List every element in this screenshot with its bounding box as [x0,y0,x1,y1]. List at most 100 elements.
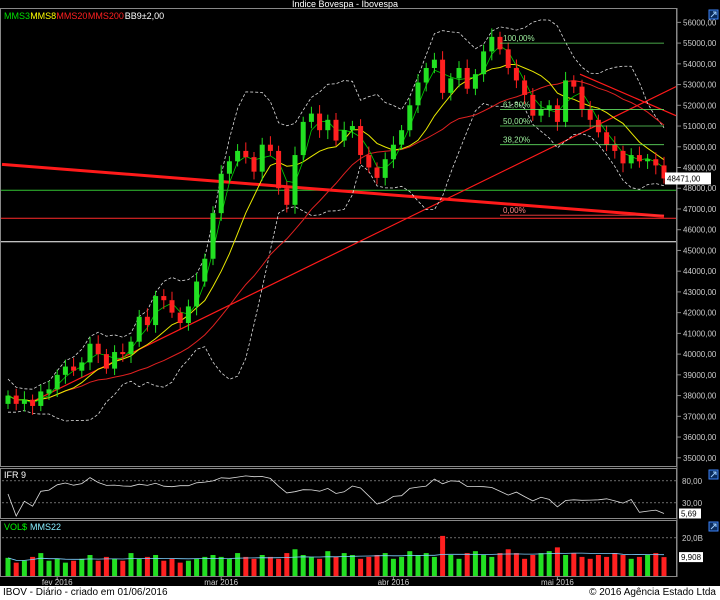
volume-bar [390,558,396,576]
rsi-panel: 80,00 30,005,69 [2,475,703,519]
candle-body [456,67,462,79]
candle-body [620,150,626,164]
candle-body [308,113,314,122]
volume-bar [185,560,191,576]
y-tick-label: 46000,00 [683,226,717,235]
candle-body [431,59,437,68]
candle-body [300,121,306,156]
candle-body [522,80,528,95]
volume-bar [226,558,232,576]
volume-bar [71,560,77,576]
volume-bar [210,555,216,576]
candle-body [103,354,109,369]
candle-body [292,155,298,205]
volume-bar [612,553,618,576]
volume-bar [218,556,224,576]
volume-bar [661,557,667,576]
footer-bar: IBOV - Diário - criado em 01/06/2016 © 2… [0,586,720,600]
candle-body [513,67,519,81]
volume-bar [554,547,560,576]
volume-bar [415,555,421,576]
volume-bar [235,553,241,576]
volume-bar [128,553,134,576]
fib-level-label: 100,00% [503,34,535,43]
candle-body [54,374,60,390]
volume-bar [177,562,183,576]
y-tick-label: 42000,00 [683,309,717,318]
y-tick-label: 47000,00 [683,205,717,214]
downtrend-line [579,73,677,117]
candle-body [653,159,659,166]
volume-bar [431,556,437,576]
y-tick-label: 45000,00 [683,246,717,255]
volume-bar [30,556,36,576]
y-tick-label: 35000,00 [683,454,717,463]
volume-bar [472,551,478,576]
candle-body [538,109,544,116]
volume-bar [628,558,634,576]
x-axis: fev 2016 mar 2016 abr 2016 mai 2016 [42,577,574,587]
y-tick-label: 49000,00 [683,164,717,173]
rsi-title: IFR 9 [4,470,26,480]
candle-body [341,130,347,141]
volume-bar [194,558,200,576]
x-tick-label: mai 2016 [541,578,574,586]
volume-bar [456,558,462,576]
last-price-text: 48471,00 [667,174,701,183]
x-tick-label: fev 2016 [42,578,73,586]
volume-bar [349,555,355,576]
volume-bar [21,560,27,576]
expand-rsi-button[interactable] [708,469,719,480]
volume-bar [366,556,372,576]
candle-body [276,150,282,189]
volume-bar [54,558,60,576]
rsi-last-value: 5,69 [681,509,697,518]
chart-title: Indice Bovespa - Ibovespa [292,0,398,9]
expand-main-button[interactable] [708,9,719,20]
y-tick-label: 50000,00 [683,143,717,152]
candle-body [136,316,142,342]
volume-bar [308,556,314,576]
fib-level-label: 50,00% [503,117,530,126]
candle-body [358,126,364,156]
mms20-line [7,80,665,402]
candle-body [13,395,19,404]
volume-bar [38,553,44,576]
volume-bar [202,556,208,576]
candle-body [38,391,44,406]
footer-right: © 2016 Agência Estado Ltda [589,587,716,598]
candle-body [235,150,241,162]
candle-body [317,113,323,131]
candle-body [464,67,470,89]
long-term-trendline [1,162,665,218]
candle-body [202,258,208,282]
candle-body [645,159,651,162]
vol-ma-label: MMS22 [30,522,61,532]
y-tick-label: 36000,00 [683,433,717,442]
volume-bar [259,555,265,576]
fib-level-label: 0,00% [503,206,526,215]
volume-bar [358,558,364,576]
y-tick-label: 38000,00 [683,392,717,401]
vol-last-value: 9,908 [681,553,702,562]
vol-tick-label: 20,0B [682,534,703,543]
expand-vol-button[interactable] [708,521,719,532]
volume-bar [161,560,167,576]
y-tick-label: 39000,00 [683,371,717,380]
trendlines [1,73,677,403]
chart-svg: Indice Bovespa - Ibovespa MMS3 MMS8 MMS20 M… [0,0,719,587]
candle-body [554,105,560,122]
candle-body [505,49,511,68]
volume-bar [448,555,454,576]
candle-body [546,105,552,110]
rsi-panel-frame [0,468,677,519]
candle-body [587,109,593,120]
vol-last-box [679,552,703,563]
volume-bar [571,553,577,576]
candle-body [21,399,27,404]
volume-panel: 20,0B 9,908 [2,534,703,576]
volume-bar [300,555,306,576]
y-tick-label: 41000,00 [683,329,717,338]
candle-body [71,366,77,371]
